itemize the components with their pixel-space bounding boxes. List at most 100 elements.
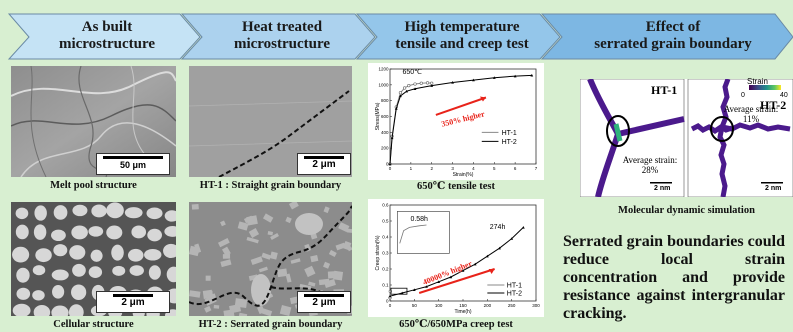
banner-heat-treated-line2: microstructure bbox=[233, 36, 331, 52]
cell bbox=[32, 265, 46, 276]
melt-pool-caption: Melt pool structure bbox=[50, 180, 137, 191]
data-point-ht-2 bbox=[485, 254, 489, 258]
series-line-ht-2 bbox=[389, 74, 532, 165]
x-tick-label: 200 bbox=[484, 303, 492, 308]
y-tick-label: 0.3 bbox=[382, 251, 389, 256]
cellular-scale-bar: 2 μm bbox=[96, 291, 170, 313]
precipitate bbox=[285, 273, 292, 283]
summary-text: Serrated grain boundaries could reduce l… bbox=[563, 233, 785, 322]
precipitate bbox=[238, 312, 248, 316]
precipitate bbox=[323, 261, 331, 269]
precipitate bbox=[222, 246, 231, 257]
cell bbox=[163, 243, 176, 259]
cell bbox=[52, 285, 65, 299]
data-point-ht-2 bbox=[461, 269, 465, 272]
precipitate bbox=[261, 252, 272, 260]
y-tick-label: 0 bbox=[386, 299, 389, 304]
precipitate bbox=[218, 238, 230, 248]
x-tick-label: 50 bbox=[412, 303, 418, 308]
inset-frame bbox=[396, 211, 450, 254]
cell bbox=[72, 263, 86, 277]
y-tick-label: 0.1 bbox=[382, 283, 389, 288]
creep-chart-panel: 0 50 100 150 200 250 300 0 0.1 0.2 0.3 0.4 0.5 0.6 Tim… bbox=[368, 199, 544, 317]
temperature-label: 650℃ bbox=[403, 69, 423, 76]
precipitate bbox=[308, 281, 316, 287]
md-ht1-strain-line2: 28% bbox=[641, 165, 659, 175]
cell bbox=[91, 204, 107, 218]
data-point-ht-2 bbox=[430, 84, 434, 87]
tensile-chart: 0 1 2 3 4 5 6 7 0 200 400 600 800 1000 1200 Strain(%) St… bbox=[375, 67, 538, 179]
ht1-scale-label: 2 μm bbox=[312, 159, 336, 170]
data-point-ht-2 bbox=[521, 226, 525, 229]
md-ht2-scale-label: 2 nm bbox=[765, 185, 782, 192]
md-colorbar bbox=[749, 85, 781, 90]
data-point-ht-2 bbox=[492, 76, 496, 79]
creep-caption: 650℃/650MPa creep test bbox=[399, 319, 513, 330]
cell bbox=[127, 248, 144, 262]
x-tick-label: 150 bbox=[459, 303, 467, 308]
cell bbox=[69, 245, 86, 260]
cell bbox=[144, 248, 162, 261]
data-point-ht-2 bbox=[412, 288, 416, 291]
md-simulation-image bbox=[579, 77, 793, 198]
md-ht2-strain-line2: 11% bbox=[742, 114, 760, 124]
inset-highlight-box bbox=[390, 287, 408, 295]
creep-chart: 0 50 100 150 200 250 300 0 0.1 0.2 0.3 0.4 0.5 0.6 Tim… bbox=[375, 203, 540, 316]
cell bbox=[15, 207, 29, 220]
improvement-label: 40000% higher bbox=[421, 259, 473, 287]
md-ht1-label: HT-1 bbox=[651, 83, 678, 97]
precipitate bbox=[290, 258, 301, 264]
banner-as-built-line1: As built bbox=[81, 19, 133, 35]
precipitate bbox=[279, 305, 292, 316]
precipitate bbox=[258, 266, 268, 273]
precipitate bbox=[257, 305, 265, 315]
ht2-caption: HT-2 : Serrated grain boundary bbox=[198, 319, 343, 330]
series-line-ht-1 bbox=[389, 82, 432, 165]
precipitate bbox=[189, 290, 201, 298]
data-point-ht-2 bbox=[399, 94, 402, 98]
x-axis-label: Time(h) bbox=[454, 309, 471, 315]
precipitate bbox=[246, 215, 258, 226]
cell bbox=[166, 266, 176, 283]
inset-series-line bbox=[399, 224, 427, 244]
melt-pool-scale-label: 50 μm bbox=[119, 160, 147, 170]
cell bbox=[146, 207, 163, 220]
cell bbox=[33, 305, 51, 316]
y-axis-label: Stress(MPa) bbox=[375, 102, 381, 130]
ht1-life-label: 0.58h bbox=[410, 216, 428, 223]
x-tick-label: 3 bbox=[451, 166, 454, 171]
data-point-ht-2 bbox=[413, 87, 417, 90]
precipitate bbox=[285, 216, 292, 224]
x-tick-label: 5 bbox=[493, 166, 496, 171]
cellular-scale-label: 2 μm bbox=[121, 297, 145, 308]
data-point-ht-2 bbox=[437, 280, 441, 283]
precipitate bbox=[205, 275, 211, 281]
precipitate bbox=[338, 222, 350, 233]
md-caption: Molecular dynamic simulation bbox=[618, 205, 755, 216]
series-line-ht-2 bbox=[389, 227, 524, 297]
data-point-ht-2 bbox=[388, 162, 392, 166]
precipitate bbox=[342, 240, 352, 251]
precipitate bbox=[335, 242, 346, 251]
precipitate bbox=[267, 231, 274, 236]
y-tick-label: 0.5 bbox=[382, 219, 389, 224]
ht2-life-label: 274h bbox=[490, 224, 506, 231]
data-point-ht-2 bbox=[473, 262, 477, 266]
data-point-ht-2 bbox=[405, 89, 409, 93]
md-ht1-scale-bar bbox=[650, 182, 672, 184]
banner-arrow-2 bbox=[180, 13, 376, 60]
banner-as-built: As built microstructure bbox=[22, 19, 192, 53]
y-tick-label: 0.4 bbox=[382, 235, 389, 240]
grain-particle bbox=[251, 274, 271, 306]
y-tick-label: 1000 bbox=[378, 82, 389, 87]
cell bbox=[16, 267, 30, 283]
md-ht1-circle bbox=[606, 115, 630, 147]
cell bbox=[164, 210, 176, 222]
x-tick-label: 0 bbox=[389, 303, 392, 308]
data-point-ht-2 bbox=[425, 285, 428, 288]
banner-row bbox=[7, 13, 793, 60]
cell bbox=[148, 265, 161, 280]
cell bbox=[88, 266, 103, 279]
ht2-micrograph bbox=[189, 202, 352, 316]
